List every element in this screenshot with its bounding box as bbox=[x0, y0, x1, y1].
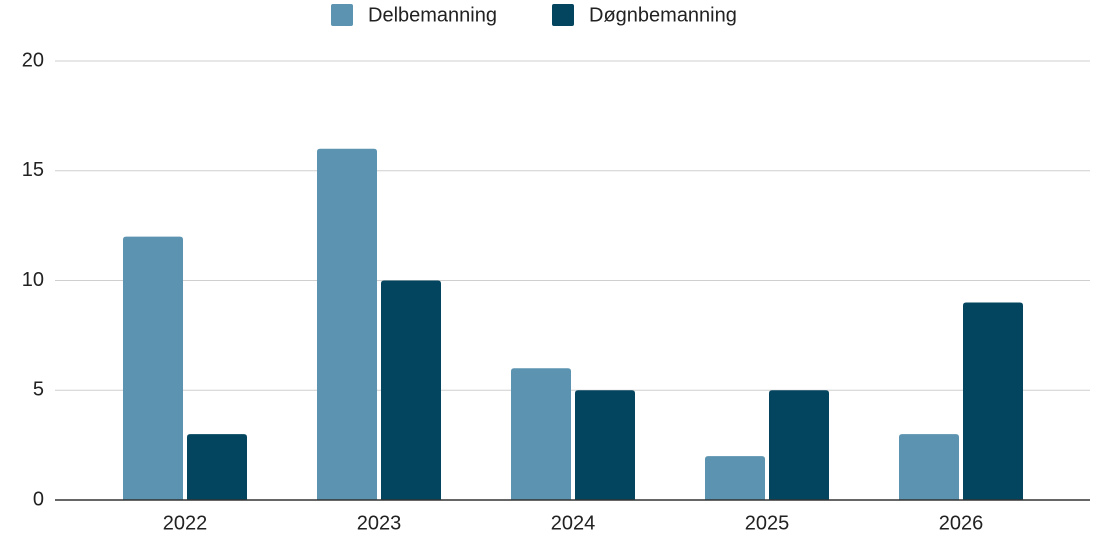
y-tick-label: 0 bbox=[33, 488, 44, 510]
bar bbox=[575, 390, 635, 500]
bar bbox=[511, 368, 571, 500]
x-tick-label: 2025 bbox=[745, 512, 790, 534]
x-tick-label: 2023 bbox=[357, 512, 402, 534]
y-tick-label: 15 bbox=[22, 159, 44, 181]
bar bbox=[899, 434, 959, 500]
x-tick-label: 2026 bbox=[939, 512, 984, 534]
x-tick-label: 2022 bbox=[163, 512, 208, 534]
bar bbox=[317, 148, 377, 501]
legend-swatch bbox=[331, 4, 353, 26]
x-tick-label: 2024 bbox=[551, 512, 596, 534]
legend-swatch bbox=[552, 4, 574, 26]
bar bbox=[381, 280, 441, 500]
legend-label: Døgnbemanning bbox=[589, 4, 737, 26]
bar bbox=[963, 302, 1023, 500]
bar bbox=[705, 456, 765, 500]
legend-label: Delbemanning bbox=[368, 4, 497, 26]
bar bbox=[769, 390, 829, 500]
bar bbox=[123, 236, 183, 500]
y-tick-label: 5 bbox=[33, 379, 44, 401]
bar bbox=[187, 434, 247, 500]
y-tick-label: 20 bbox=[22, 49, 44, 71]
y-tick-label: 10 bbox=[22, 269, 44, 291]
